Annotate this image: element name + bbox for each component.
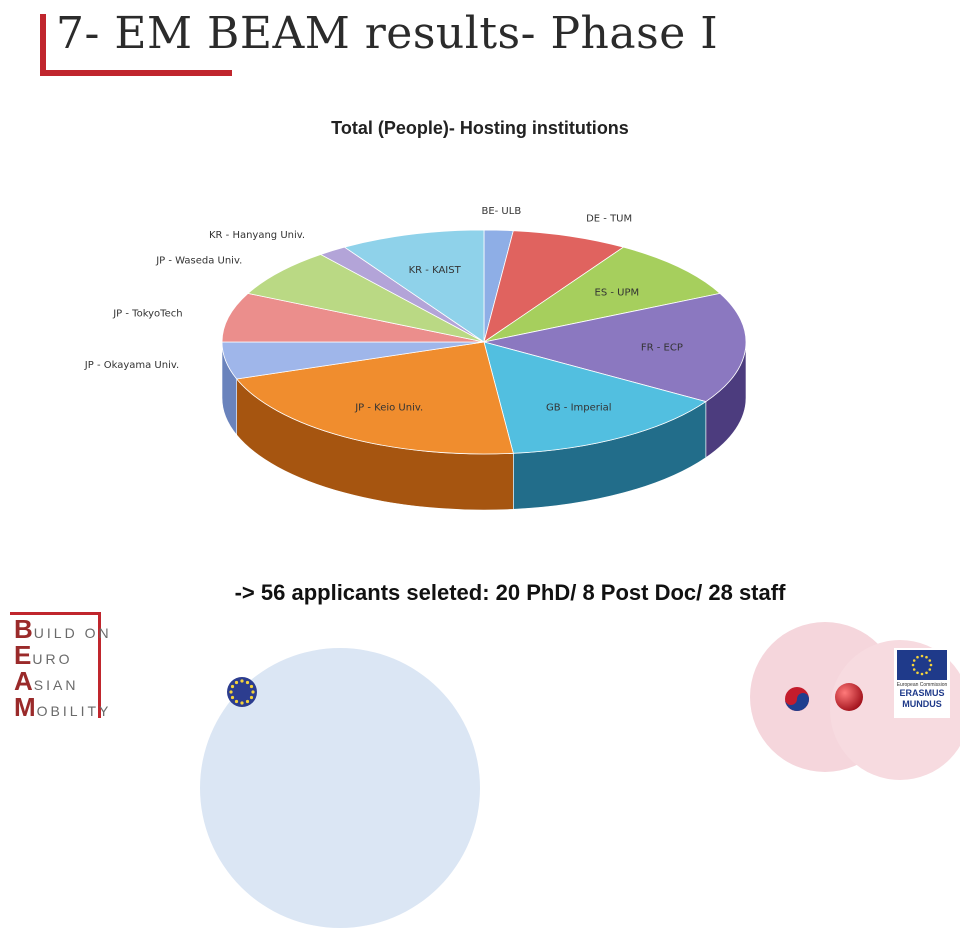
title-accent-bar bbox=[40, 14, 46, 74]
pie-slice bbox=[235, 341, 514, 455]
pie-slices bbox=[221, 229, 747, 455]
pie-slice-label: KR - KAIST bbox=[409, 265, 462, 276]
eu-stars-icon bbox=[227, 677, 257, 707]
slide-title: 7- EM BEAM results- Phase I bbox=[56, 8, 719, 59]
logo-top-rule bbox=[10, 612, 98, 615]
pie-slice-label: DE - TUM bbox=[586, 213, 632, 224]
ec-label: European Commission bbox=[896, 682, 948, 688]
erasmus-mundus-logo: European Commission ERASMUS MUNDUS bbox=[894, 648, 950, 718]
korea-emblem-icon bbox=[785, 687, 809, 711]
pie-slice bbox=[483, 341, 707, 454]
logo-row-asian: ASIAN bbox=[14, 666, 78, 697]
pie-slice-label: BE- ULB bbox=[481, 206, 521, 217]
summary-text: -> 56 applicants seleted: 20 PhD/ 8 Post… bbox=[234, 580, 786, 605]
pie-slice-label: JP - Okayama Univ. bbox=[84, 360, 179, 371]
logo-cap: A bbox=[14, 666, 33, 696]
pie-labels: BE- ULB DE - TUM ES - UPM FR - ECP GB - Impe… bbox=[84, 206, 683, 413]
pie-slice-label: KR - Hanyang Univ. bbox=[209, 230, 305, 241]
logo-rest: URO bbox=[32, 651, 73, 667]
pie-slice-label: JP - TokyoTech bbox=[112, 309, 182, 320]
title-underline bbox=[40, 70, 232, 76]
erasmus-label: ERASMUS bbox=[899, 688, 945, 698]
logo-side-rule bbox=[98, 612, 101, 718]
logo-rest: SIAN bbox=[33, 677, 79, 693]
logo-rest: OBILITY bbox=[36, 703, 112, 719]
logo-cap: E bbox=[14, 640, 32, 670]
logo-cap: B bbox=[14, 614, 33, 644]
red-sphere-icon bbox=[835, 683, 863, 711]
pie-slice bbox=[483, 230, 625, 343]
eu-flag-icon bbox=[897, 650, 947, 680]
pie-side-walls bbox=[221, 341, 747, 511]
pie-slice-label: JP - Waseda Univ. bbox=[155, 256, 242, 267]
logo-row-build: BUILD ON bbox=[14, 614, 112, 645]
pie-chart: BE- ULB DE - TUM ES - UPM FR - ECP GB - Impe… bbox=[84, 206, 747, 511]
logo-rest: UILD ON bbox=[33, 625, 112, 641]
pie-slice-label: ES - UPM bbox=[595, 287, 640, 298]
pie-slice bbox=[483, 246, 721, 343]
pie-slice-label: FR - ECP bbox=[641, 342, 683, 353]
beam-logo: BUILD ON EURO ASIAN MOBILITY bbox=[10, 612, 112, 723]
logo-row-mobility: MOBILITY bbox=[14, 692, 111, 723]
chart-title: Total (People)- Hosting institutions bbox=[331, 118, 629, 138]
logo-cap: M bbox=[14, 692, 36, 722]
logo-row-euro: EURO bbox=[14, 640, 72, 671]
mundus-label: MUNDUS bbox=[902, 699, 942, 709]
pie-slice bbox=[221, 292, 485, 343]
pie-slice bbox=[483, 292, 747, 403]
pie-slice bbox=[247, 254, 485, 343]
pie-slice bbox=[343, 229, 485, 343]
pie-slice-label: JP - Keio Univ. bbox=[354, 402, 423, 413]
pie-slice-label: GB - Imperial bbox=[546, 402, 612, 413]
